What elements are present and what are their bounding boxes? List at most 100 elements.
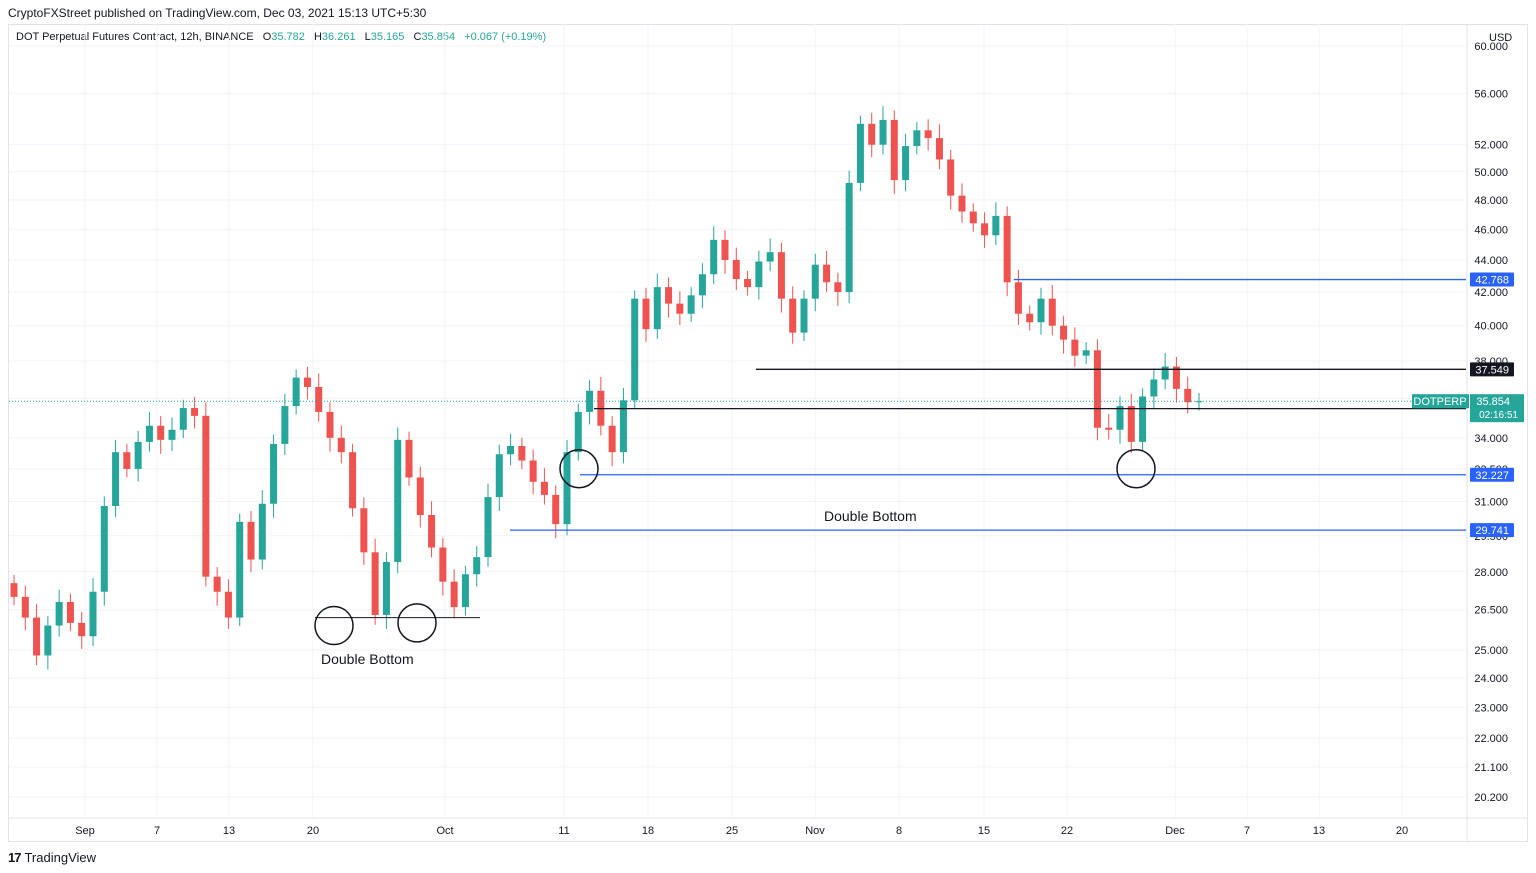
candle [1014,269,1022,325]
candle-body [1071,339,1079,356]
candle [258,490,266,570]
candle [21,585,29,631]
candle-body [281,406,289,444]
candle-body [484,497,492,558]
candle [394,427,402,574]
candle-body [789,298,797,333]
candle-body [563,452,571,525]
candle [191,397,199,429]
candle-body [1150,379,1158,397]
candle [868,112,876,158]
candle-body [360,508,368,553]
candle [1105,414,1113,440]
candle [1116,396,1124,444]
candle [382,552,390,629]
candle [507,433,515,466]
candle-body [687,295,695,314]
candle [1172,356,1180,403]
level-lines [9,278,1466,619]
candle-body [710,239,718,275]
candle-body [868,123,876,145]
candle-body [44,625,52,656]
candle-body [856,123,864,183]
countdown-text: 02:16:51 [1479,410,1518,421]
candle-body [247,521,255,560]
open-label: O [262,31,272,43]
x-tick-label: Sep [75,825,95,837]
candle-body [55,601,63,626]
candle-body [78,622,86,637]
candle [416,466,424,528]
low-label: L [364,31,371,43]
candle-body [10,583,18,597]
x-tick-label: 13 [1313,825,1325,837]
candle-body [540,481,548,495]
bottom-circle [314,605,354,646]
x-tick-label: 7 [1244,825,1250,837]
candle [473,546,481,587]
y-tick-label: 25.000 [1474,645,1508,657]
candle [811,253,819,312]
x-tick-label: 8 [896,825,902,837]
candle-body [653,287,661,330]
y-tick-label: 21.100 [1474,762,1508,774]
y-tick-label: 56.000 [1474,89,1508,101]
candle [78,611,86,649]
candle [890,110,898,195]
candle [586,379,594,425]
candle-body [969,211,977,224]
candle-body [394,439,402,562]
candle [608,416,616,467]
price-label-bg [1470,272,1514,287]
candle [687,287,695,323]
bottom-circle [1116,449,1156,489]
tradingview-logo[interactable]: 17 TradingView [8,850,96,865]
y-tick-label: 24.000 [1474,673,1508,685]
x-tick-label: 20 [1396,825,1408,837]
candle [529,449,537,495]
last-price-text: 35.854 [1476,396,1510,408]
x-tick-label: Nov [805,825,825,837]
candle-body [145,425,153,442]
candle [902,133,910,192]
candle-body [518,445,526,461]
candle-body [913,130,921,147]
candle [879,106,887,155]
candle-body [777,252,785,299]
candle [428,501,436,558]
candle [270,434,278,518]
candle [224,579,232,629]
candle [405,431,413,486]
candle-body [315,386,323,412]
price-label-text: 42.768 [1475,275,1509,287]
candle [202,402,210,587]
x-tick-label: Dec [1165,825,1185,837]
candle [1139,388,1147,451]
price-label-bg [1470,362,1514,377]
candle [236,513,244,626]
y-tick-label: 23.000 [1474,702,1508,714]
candle [1071,327,1079,367]
candle [179,399,187,439]
candle [947,149,955,210]
y-tick-label: 44.000 [1474,255,1508,267]
candle [924,119,932,151]
candle [732,247,740,291]
candle [1184,376,1192,414]
candle-body [461,574,469,608]
price-labels: 42.76837.54935.47132.22729.741DOTPERP35.… [1412,272,1524,538]
candle [1161,352,1169,390]
candle-body [123,452,131,469]
x-tick-label: 13 [223,825,235,837]
candle-body [1026,313,1034,323]
candle [495,444,503,512]
x-tick-label: 7 [154,825,160,837]
candle-body [213,576,221,592]
time-axis: Sep 7 13 20 Oct 11 18 25 Nov 8 15 22 Dec 7 13 20 [8,817,1528,837]
candle [1060,316,1068,354]
candle [1082,342,1090,364]
double-bottom-label-right: Double Bottom [824,508,917,524]
candle-body [529,460,537,482]
candle-body [732,259,740,280]
